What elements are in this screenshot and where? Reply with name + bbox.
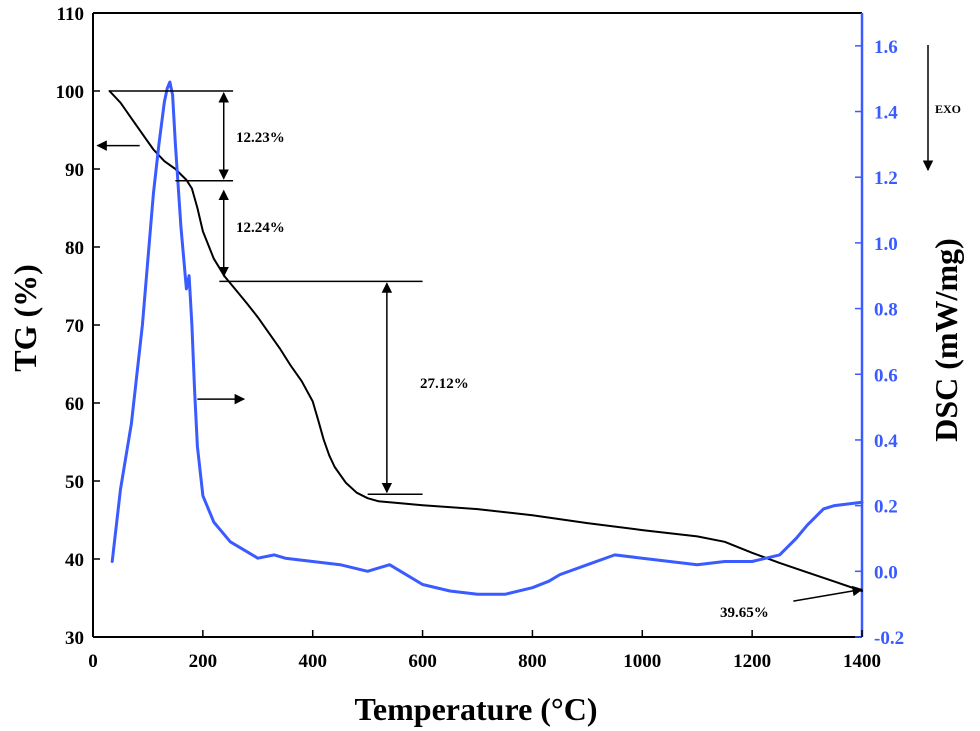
dsc-tick-label: 1.2 xyxy=(874,168,898,189)
series-layer xyxy=(108,80,864,596)
temperature-tick-label: 0 xyxy=(88,651,98,672)
dsc-series-line xyxy=(110,80,864,596)
temperature-tick-label: 200 xyxy=(189,651,218,672)
dsc-tick-label: 0.4 xyxy=(874,431,898,452)
tg-tick-label: 60 xyxy=(65,394,84,415)
dsc-tick-label: 1.6 xyxy=(874,37,898,58)
tg-tick-label: 30 xyxy=(65,628,84,649)
dsc-tick-label: 0.6 xyxy=(874,365,898,386)
tg-axis-ticks: 30 40 50 60 70 80 90 100 110 xyxy=(56,4,100,649)
temperature-tick-label: 800 xyxy=(518,651,547,672)
exo-label: EXO xyxy=(935,102,961,116)
dsc-axis-ticks: -0.2 0.0 0.2 0.4 0.6 0.8 1.0 1.2 1.4 1.6 xyxy=(855,37,904,649)
x-axis-title: Temperature (°C) xyxy=(355,691,598,727)
temperature-tick-label: 1000 xyxy=(623,651,661,672)
mass-loss-step-1-label: 12.23% xyxy=(236,130,285,146)
y2-axis-title: DSC (mW/mg) xyxy=(928,238,964,442)
plot-frame xyxy=(92,12,864,638)
dsc-tick-label: 0.8 xyxy=(874,300,898,321)
temperature-tick-label: 600 xyxy=(408,651,437,672)
tg-tick-label: 80 xyxy=(65,238,84,259)
dsc-tick-label: -0.2 xyxy=(874,628,904,649)
y-axis-title: TG (%) xyxy=(7,264,43,372)
tg-tick-label: 70 xyxy=(65,316,84,337)
dsc-tick-label: 0.2 xyxy=(874,497,898,518)
tg-tick-label: 40 xyxy=(65,550,84,571)
mass-loss-step-3-label: 27.12% xyxy=(420,376,469,392)
dsc-tick-label: 0.0 xyxy=(874,562,898,583)
tg-tick-label: 50 xyxy=(65,472,84,493)
annotation-lines xyxy=(96,45,934,602)
temperature-axis-ticks: 0 200 400 600 800 1000 1200 1400 xyxy=(88,630,881,672)
dsc-tick-label: 1.0 xyxy=(874,234,898,255)
temperature-tick-label: 400 xyxy=(298,651,327,672)
tg-tick-label: 90 xyxy=(65,160,84,181)
tg-series-line xyxy=(108,90,863,592)
temperature-tick-label: 1200 xyxy=(733,651,771,672)
tg-tick-label: 110 xyxy=(57,4,84,25)
mass-loss-step-2-label: 12.24% xyxy=(236,220,285,236)
dsc-tick-label: 1.4 xyxy=(874,103,898,124)
tg-tick-label: 100 xyxy=(56,82,85,103)
residual-arrow xyxy=(793,585,864,602)
temperature-tick-label: 1400 xyxy=(843,651,881,672)
residual-mass-label: 39.65% xyxy=(720,605,769,621)
